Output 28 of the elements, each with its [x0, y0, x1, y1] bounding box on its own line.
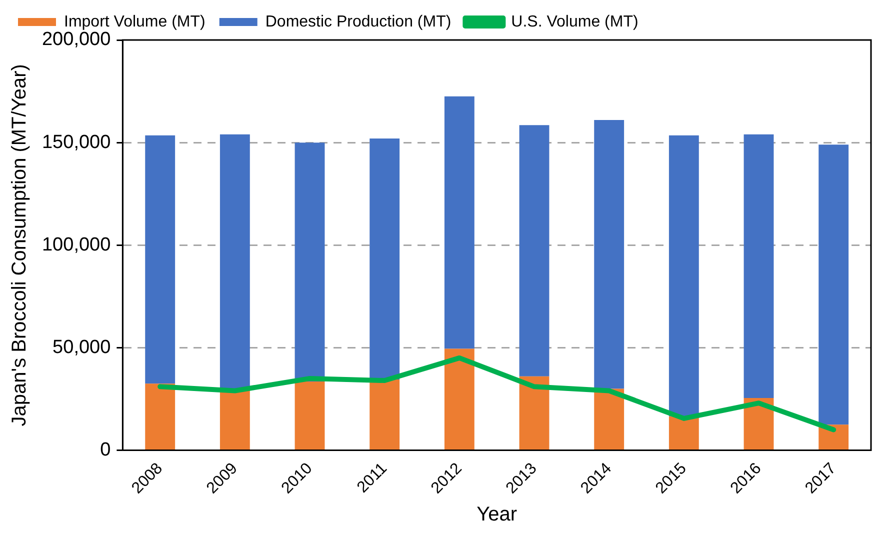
- bar: [594, 388, 624, 450]
- y-tick-label: 0: [100, 439, 111, 460]
- bar: [668, 416, 699, 450]
- bar: [744, 134, 774, 398]
- bar: [668, 135, 699, 416]
- legend-label: Domestic Production (MT): [265, 13, 452, 30]
- bar: [145, 384, 176, 450]
- bar: [220, 134, 250, 389]
- bar: [294, 142, 325, 382]
- bar: [294, 382, 325, 450]
- legend-label: Import Volume (MT): [64, 13, 206, 30]
- bar: [818, 144, 849, 425]
- y-tick-label: 50,000: [52, 336, 111, 358]
- bar: [370, 379, 400, 450]
- bar: [519, 125, 550, 376]
- bar: [519, 376, 550, 450]
- bar: [220, 388, 250, 450]
- bar: [444, 96, 474, 349]
- legend-label: U.S. Volume (MT): [511, 13, 638, 30]
- bar: [145, 135, 176, 384]
- y-tick-label: 200,000: [42, 29, 111, 50]
- bar: [594, 120, 624, 389]
- y-axis-title: Japan's Broccoli Consumption (MT/Year): [8, 64, 31, 426]
- y-tick-label: 100,000: [42, 234, 111, 256]
- y-tick-label: 150,000: [42, 132, 111, 153]
- bar: [370, 138, 400, 380]
- bar: [444, 348, 474, 450]
- x-axis-title: Year: [476, 504, 518, 526]
